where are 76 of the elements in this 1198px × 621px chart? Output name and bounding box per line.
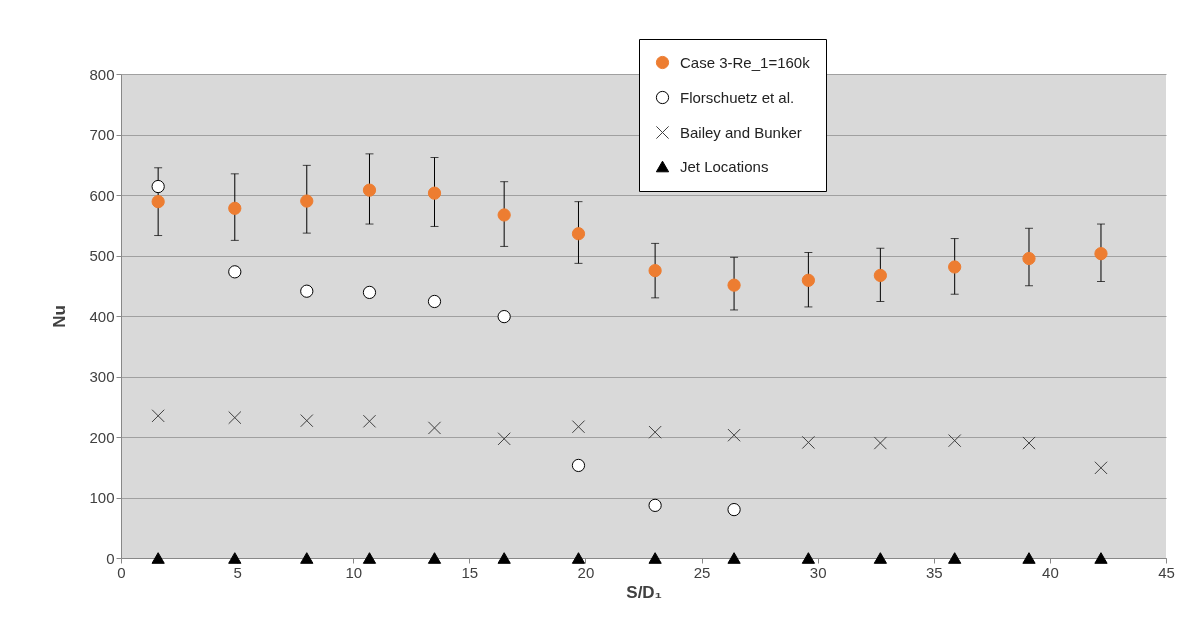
x-tick-label: 25 [693,563,711,581]
point [571,227,586,241]
point [497,432,511,446]
point [427,294,442,309]
point [151,179,165,194]
point [873,552,887,564]
point [948,552,962,564]
legend-label: Jet Locations [680,157,769,175]
point [1094,461,1108,475]
point [151,552,165,564]
point [228,552,242,564]
point [300,194,314,208]
x-tick-label: 20 [577,563,595,581]
y-tick-label: 300 [89,368,115,385]
point [873,268,887,283]
point [151,409,165,423]
point [497,208,511,222]
point [571,420,586,434]
point [801,435,815,450]
y-axis-title: Nu [50,305,70,328]
point [427,421,442,435]
y-tick-label: 100 [89,489,115,506]
point [300,414,314,428]
point [427,186,442,200]
point [727,502,741,517]
y-tick-label: 200 [89,428,115,446]
point [427,552,442,564]
point [362,552,377,564]
point [228,201,242,215]
x-tick-label: 10 [345,563,363,581]
y-tick-label: 500 [89,247,115,264]
legend-label: Case 3-Re_1=160k [680,53,811,71]
point [300,552,314,564]
y-tick-label: 800 [89,65,115,83]
y-tick-label: 400 [89,307,115,325]
point [948,434,962,448]
x-tick-label: 5 [233,563,242,581]
point [1094,247,1108,261]
point [1022,436,1036,450]
point [151,195,165,209]
x-tick-label: 0 [117,563,126,581]
point [1022,552,1036,564]
point [497,309,511,324]
point [362,183,377,197]
point [1022,251,1036,266]
point [801,273,815,287]
x-tick-label: 45 [1158,563,1175,581]
point [571,458,586,473]
x-tick-label: 35 [925,563,943,581]
y-tick-label: 0 [106,549,115,567]
point [873,436,887,450]
legend-label: Bailey and Bunker [680,123,802,141]
point [948,260,962,274]
y-tick-label: 600 [89,186,115,204]
point [648,425,662,439]
point [300,284,314,298]
point [648,552,662,564]
point [362,285,377,300]
point [648,264,662,278]
x-tick-label: 40 [1042,563,1059,581]
point [648,498,662,512]
point [727,428,741,442]
point [228,411,242,425]
legend-label: Florschuetz et al. [680,88,795,106]
point [571,552,586,564]
point [801,552,815,564]
point [1094,552,1108,564]
y-tick-label: 700 [89,126,115,143]
point [497,552,511,564]
point [727,552,741,564]
x-tick-label: 15 [461,563,479,581]
x-tick-label: 30 [809,563,827,581]
point [362,414,377,428]
point [727,278,741,292]
x-axis-title: S/D₁ [626,582,662,602]
point [228,265,242,279]
